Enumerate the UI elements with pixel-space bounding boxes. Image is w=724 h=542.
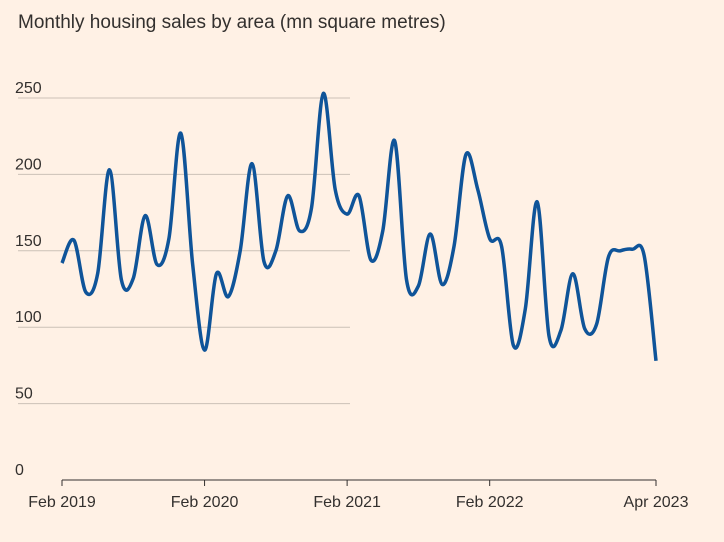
- data-point-2022-06: [536, 200, 539, 203]
- data-point-2021-09: [429, 232, 432, 235]
- data-point-2020-07: [262, 260, 265, 263]
- x-tick-label: Feb 2021: [313, 494, 381, 511]
- data-point-2021-10: [441, 283, 444, 286]
- data-point-2022-07: [548, 335, 551, 338]
- data-point-2020-02: [203, 349, 206, 352]
- data-point-2020-08: [274, 249, 277, 252]
- data-point-2023-02: [631, 248, 634, 251]
- data-point-2021-01: [334, 188, 337, 191]
- data-point-2019-05: [96, 272, 99, 275]
- data-point-2021-07: [405, 278, 408, 281]
- data-point-2019-09: [144, 214, 147, 217]
- x-tick-label: Feb 2020: [171, 494, 239, 511]
- data-point-2019-04: [84, 291, 87, 294]
- data-point-2023-03: [643, 254, 646, 257]
- data-point-2019-08: [132, 277, 135, 280]
- data-point-2022-01: [476, 188, 479, 191]
- data-point-2020-03: [215, 272, 218, 275]
- data-point-2020-04: [227, 295, 230, 298]
- data-point-2022-03: [500, 245, 503, 248]
- data-point-2022-09: [571, 272, 574, 275]
- y-tick-label: 150: [15, 233, 42, 250]
- data-point-2021-12: [464, 153, 467, 156]
- data-point-2021-03: [358, 194, 361, 197]
- chart-title: Monthly housing sales by area (mn square…: [18, 12, 446, 33]
- data-point-2019-11: [167, 237, 170, 240]
- data-point-2021-02: [346, 213, 349, 216]
- y-tick-label: 0: [15, 462, 24, 479]
- data-point-2021-06: [393, 139, 396, 142]
- data-point-2022-12: [607, 255, 610, 258]
- data-point-2019-07: [120, 278, 123, 281]
- data-point-2020-11: [310, 207, 313, 210]
- data-point-2021-04: [369, 258, 372, 261]
- data-point-2020-09: [286, 194, 289, 197]
- data-point-2020-10: [298, 229, 301, 232]
- data-point-2023-01: [619, 249, 622, 252]
- y-tick-label: 200: [15, 156, 42, 173]
- data-point-2020-01: [191, 263, 194, 266]
- x-tick-label: Feb 2022: [456, 494, 524, 511]
- data-point-2022-08: [559, 329, 562, 332]
- data-point-2019-12: [179, 132, 182, 135]
- sales-line: [60, 91, 658, 362]
- y-tick-label: 100: [15, 309, 42, 326]
- data-point-2020-05: [239, 249, 242, 252]
- y-tick-label: 250: [15, 80, 42, 97]
- data-point-2021-05: [381, 229, 384, 232]
- x-tick-label: Feb 2019: [28, 494, 96, 511]
- data-point-2023-04: [655, 359, 658, 362]
- data-point-2021-08: [417, 284, 420, 287]
- data-point-2020-06: [251, 162, 254, 165]
- data-point-2020-12: [322, 92, 325, 95]
- data-point-2022-02: [488, 237, 491, 240]
- data-point-2022-10: [583, 327, 586, 330]
- data-point-2019-03: [72, 239, 75, 242]
- data-point-2022-04: [512, 344, 515, 347]
- data-point-2022-05: [524, 307, 527, 310]
- data-point-2019-02: [61, 262, 64, 265]
- y-tick-label: 50: [15, 386, 33, 403]
- data-point-2022-11: [595, 323, 598, 326]
- data-point-2021-11: [453, 245, 456, 248]
- data-point-2019-06: [108, 168, 111, 171]
- x-tick-label: Apr 2023: [624, 494, 689, 511]
- data-point-2019-10: [156, 263, 159, 266]
